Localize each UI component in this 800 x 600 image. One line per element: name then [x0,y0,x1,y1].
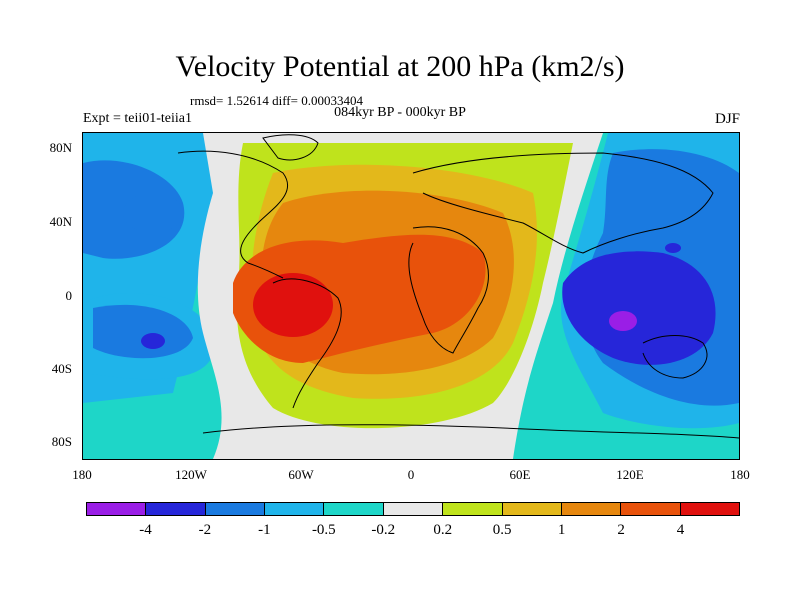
coast-eurasia [412,152,714,254]
lon-label: 0 [407,467,415,482]
colorbar-label: 4 [676,522,685,538]
lon-label: 60E [509,467,531,482]
colorbar-swatch [324,503,384,515]
stats-label: rmsd= 1.52614 diff= 0.00033404 [190,93,363,108]
colorbar-label: 0.5 [492,522,512,538]
contour-neg2-south-pacific [141,333,165,349]
lat-label: 40S [51,361,72,376]
lon-label: 120E [616,467,644,482]
colorbar-swatch [502,503,562,515]
experiment-label: Expt = teii01-teiia1 [83,111,192,126]
colorbar-swatch [680,503,739,515]
subtitle: 084kyr BP - 000kyr BP [334,105,466,120]
coastlines [177,134,739,439]
chart-title: Velocity Potential at 200 hPa (km2/s) [175,50,625,83]
contour-neg1-pacific-n [123,193,183,233]
lat-label: 0 [65,288,73,303]
colorbar-swatch [146,503,206,515]
lat-label: 80N [49,140,72,155]
lon-label: 180 [72,467,92,482]
coast-antarctica [202,424,739,439]
lon-label: 180 [730,467,750,482]
colorbar-swatch [265,503,325,515]
colorbar-label: -0.2 [371,522,396,538]
colorbar-label: -0.5 [311,522,336,538]
colorbar-label: 0.2 [433,522,453,538]
lon-label: 60W [288,467,314,482]
colorbar-label: 2 [617,522,625,538]
velocity-potential-map [82,132,740,460]
lat-label: 80S [51,434,72,449]
colorbar-label: -4 [139,522,152,538]
coast-australia [642,335,708,379]
coast-africa [408,226,489,354]
colorbar [86,502,740,516]
coast-north-america [177,150,289,279]
contour-neg4-east [609,311,637,331]
contour-neg2-small [665,243,681,253]
colorbar-swatch [621,503,681,515]
contour-pos4 [253,273,333,337]
contour-neg2-east [562,251,716,365]
lon-label: 120W [175,467,207,482]
colorbar-label: -2 [198,522,212,538]
lat-label: 40N [49,214,72,229]
coast-greenland [262,134,319,161]
colorbar-label: -1 [258,522,271,538]
coast-south-america [272,278,342,409]
colorbar-swatch [561,503,622,515]
colorbar-swatch [443,503,503,515]
contour-neg1-south-pacific [93,304,193,359]
colorbar-swatch [87,503,147,515]
season-label: DJF [714,111,740,127]
colorbar-swatch [383,503,444,515]
colorbar-label: 1 [557,522,566,538]
colorbar-swatch [205,503,266,515]
